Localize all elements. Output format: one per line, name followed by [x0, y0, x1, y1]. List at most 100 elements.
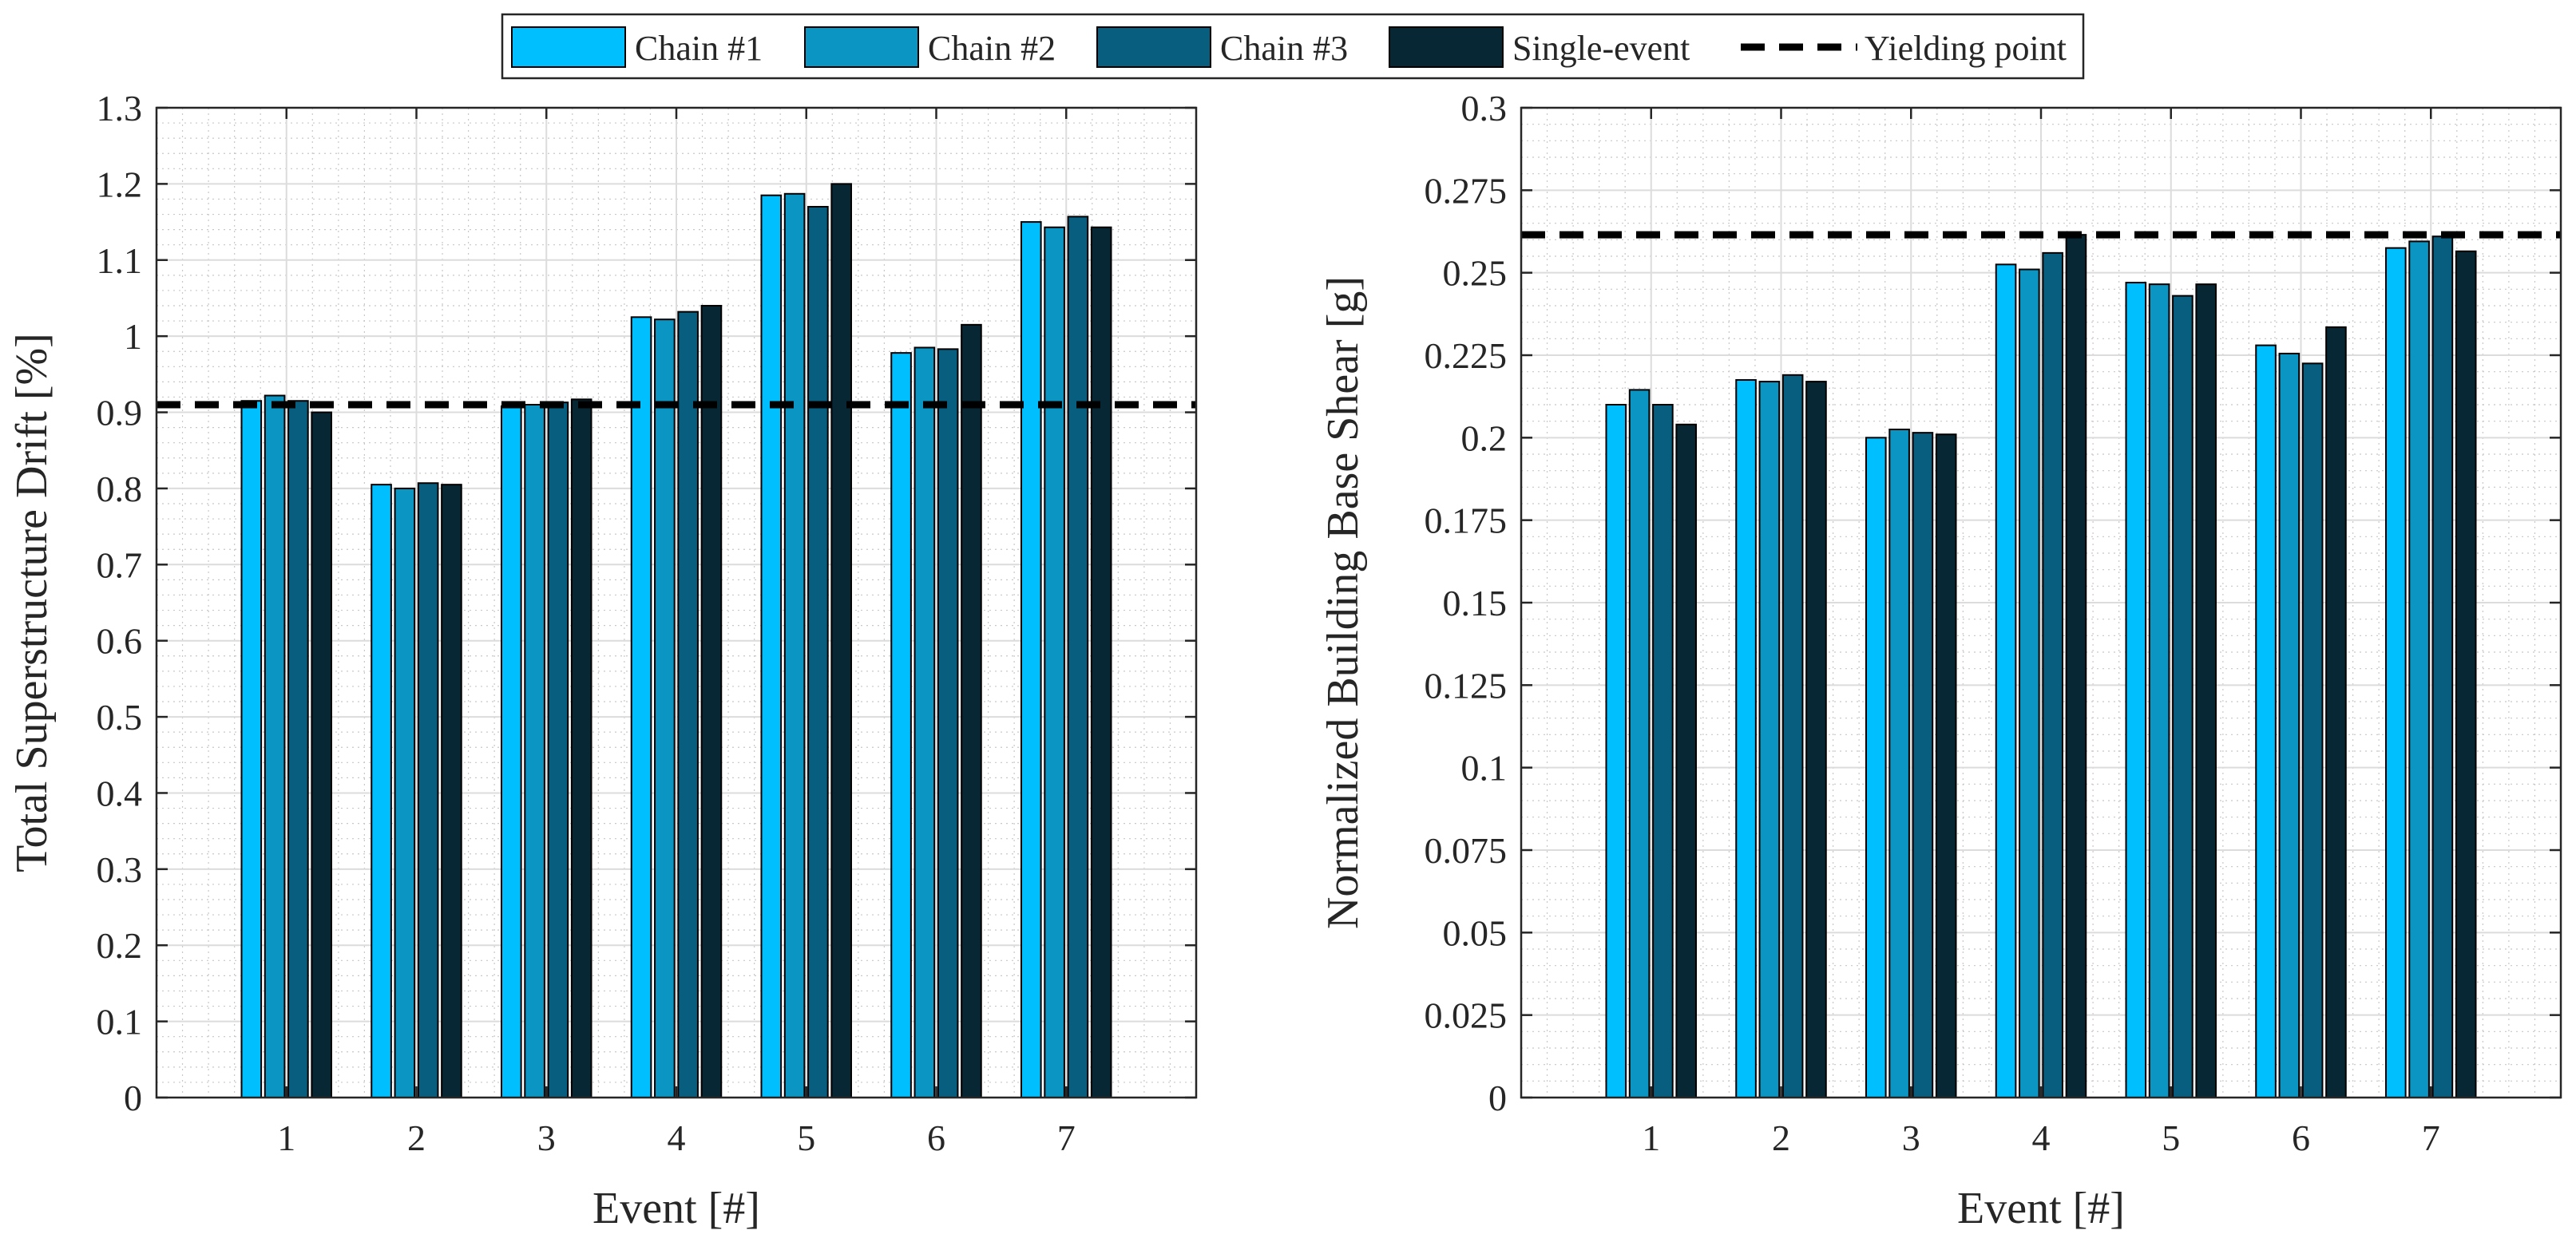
x-tick-label: 7	[1057, 1117, 1076, 1158]
bar-chain-1-event-1	[240, 400, 263, 1098]
bar-chain-1-event-4	[630, 316, 652, 1098]
y-tick-label: 0.075	[1425, 830, 1508, 871]
bar-single-event-event-7	[1090, 226, 1112, 1098]
y-tick-label: 0.1	[1461, 748, 1508, 789]
bar-chain-2-event-5	[783, 192, 806, 1098]
x-tick-label: 6	[2292, 1117, 2310, 1158]
tick-marks	[1521, 106, 2561, 1099]
y-tick-label: 0.9	[97, 393, 143, 433]
bar-single-event-event-4	[2065, 234, 2087, 1099]
legend-swatch-1	[511, 26, 626, 68]
bar-chain-1-event-1	[1605, 404, 1627, 1098]
bar-chain-1-event-4	[1995, 263, 2017, 1098]
bar-chain-1-event-2	[1735, 379, 1757, 1098]
x-tick-label: 1	[1642, 1117, 1660, 1158]
bar-single-event-event-5	[830, 183, 852, 1098]
bar-single-event-event-6	[2325, 326, 2347, 1099]
y-tick-label: 0.25	[1443, 253, 1508, 294]
bar-single-event-event-5	[2195, 283, 2217, 1098]
bar-chain-1-event-6	[2255, 344, 2277, 1099]
legend-swatch-4	[1389, 26, 1504, 68]
x-tick-label: 2	[1772, 1117, 1790, 1158]
drift-chart: 0 0.1 0.2 0.3 0.4 0.5 0.6 0.7 0.8 0.9 1 1.1 1.2 1.3 1 2…	[7, 88, 1198, 1233]
bar-chain-3-event-1	[287, 400, 309, 1098]
bar-single-event-event-7	[2455, 250, 2477, 1098]
x-tick-label: 4	[2032, 1117, 2051, 1158]
y-tick-label: 1.2	[97, 164, 143, 204]
y-tick-label: 0.15	[1443, 583, 1508, 623]
bar-chain-3-event-6	[2301, 362, 2324, 1099]
y-tick-label: 0.1	[97, 1002, 143, 1042]
bar-single-event-event-2	[441, 484, 462, 1098]
bar-single-event-event-1	[1675, 423, 1697, 1098]
bar-chain-2-event-7	[1044, 226, 1065, 1098]
y-tick-label: 0.275	[1425, 170, 1508, 211]
bar-chain-2-event-5	[2148, 283, 2170, 1098]
y-tick-label: 0.2	[97, 925, 143, 966]
legend-swatch-3	[1096, 26, 1211, 68]
x-tick-label: 5	[797, 1117, 815, 1158]
bar-chain-2-event-6	[2278, 352, 2301, 1098]
y-tick-label: 0.125	[1425, 665, 1508, 706]
bar-chain-3-event-7	[2431, 235, 2454, 1099]
bar-chain-2-event-6	[913, 346, 936, 1098]
y-axis-label: Normalized Building Base Shear [g]	[1318, 276, 1368, 929]
legend-swatch-2	[804, 26, 919, 68]
y-tick-label: 0.175	[1425, 500, 1508, 541]
bar-chain-3-event-4	[677, 311, 699, 1098]
legend-label-3: Chain #3	[1220, 29, 1348, 68]
y-tick-label: 0.225	[1425, 335, 1508, 376]
y-tick-label: 0.2	[1461, 417, 1508, 458]
bar-single-event-event-3	[1935, 433, 1957, 1098]
bar-chain-3-event-2	[417, 482, 439, 1098]
y-tick-label: 1	[124, 316, 142, 357]
y-tick-label: 0.4	[97, 773, 143, 813]
y-tick-label: 0.5	[97, 697, 143, 738]
bar-chain-3-event-6	[937, 348, 959, 1099]
bar-chain-1-event-5	[760, 194, 783, 1099]
bar-chain-2-event-1	[264, 394, 286, 1098]
bar-single-event-event-1	[311, 411, 332, 1098]
bar-chain-3-event-3	[1912, 432, 1934, 1098]
bar-chain-2-event-7	[2408, 240, 2430, 1098]
bar-chain-1-event-7	[1020, 221, 1042, 1099]
x-tick-label: 7	[2422, 1117, 2440, 1158]
bar-chain-2-event-2	[1758, 381, 1781, 1099]
y-tick-label: 0.025	[1425, 995, 1508, 1036]
bar-chain-3-event-5	[2172, 295, 2194, 1099]
y-tick-label: 0	[124, 1078, 142, 1118]
x-tick-label: 1	[277, 1117, 295, 1158]
bar-chain-3-event-1	[1652, 404, 1674, 1098]
legend-label-4: Single-event	[1512, 29, 1690, 68]
bar-chain-2-event-1	[1628, 389, 1651, 1098]
y-axis-label: Total Superstructure Drift [%]	[7, 333, 57, 872]
y-tick-label: 0.05	[1443, 912, 1508, 953]
bars	[240, 183, 1112, 1099]
bar-chain-1-event-5	[2125, 282, 2147, 1099]
x-tick-label: 5	[2162, 1117, 2180, 1158]
bar-chain-3-event-4	[2042, 251, 2063, 1098]
bar-chain-3-event-3	[547, 402, 569, 1098]
bar-single-event-event-6	[961, 323, 982, 1099]
base-shear-chart: 0 0.025 0.05 0.075 0.1 0.125 0.15 0.175 0.2 0.225…	[1318, 88, 2562, 1233]
x-tick-label: 6	[927, 1117, 945, 1158]
tick-marks	[157, 106, 1196, 1099]
bar-single-event-event-2	[1805, 381, 1827, 1099]
y-tick-label: 0.7	[97, 544, 143, 585]
bar-chain-2-event-3	[524, 404, 545, 1098]
bar-chain-2-event-4	[2019, 268, 2040, 1098]
bar-chain-3-event-5	[807, 206, 829, 1098]
x-axis-label: Event [#]	[1957, 1184, 2125, 1233]
bars	[1605, 234, 2477, 1099]
bar-single-event-event-3	[570, 398, 592, 1099]
bar-chain-2-event-2	[394, 487, 416, 1098]
bar-chain-1-event-6	[890, 352, 912, 1098]
x-tick-label: 2	[407, 1117, 426, 1158]
x-tick-label: 3	[537, 1117, 556, 1158]
legend-label-2: Chain #2	[928, 29, 1056, 68]
bar-chain-1-event-2	[371, 484, 392, 1098]
legend-label-1: Chain #1	[635, 29, 763, 68]
y-tick-label: 1.1	[97, 240, 143, 281]
bar-chain-1-event-3	[1865, 437, 1887, 1098]
